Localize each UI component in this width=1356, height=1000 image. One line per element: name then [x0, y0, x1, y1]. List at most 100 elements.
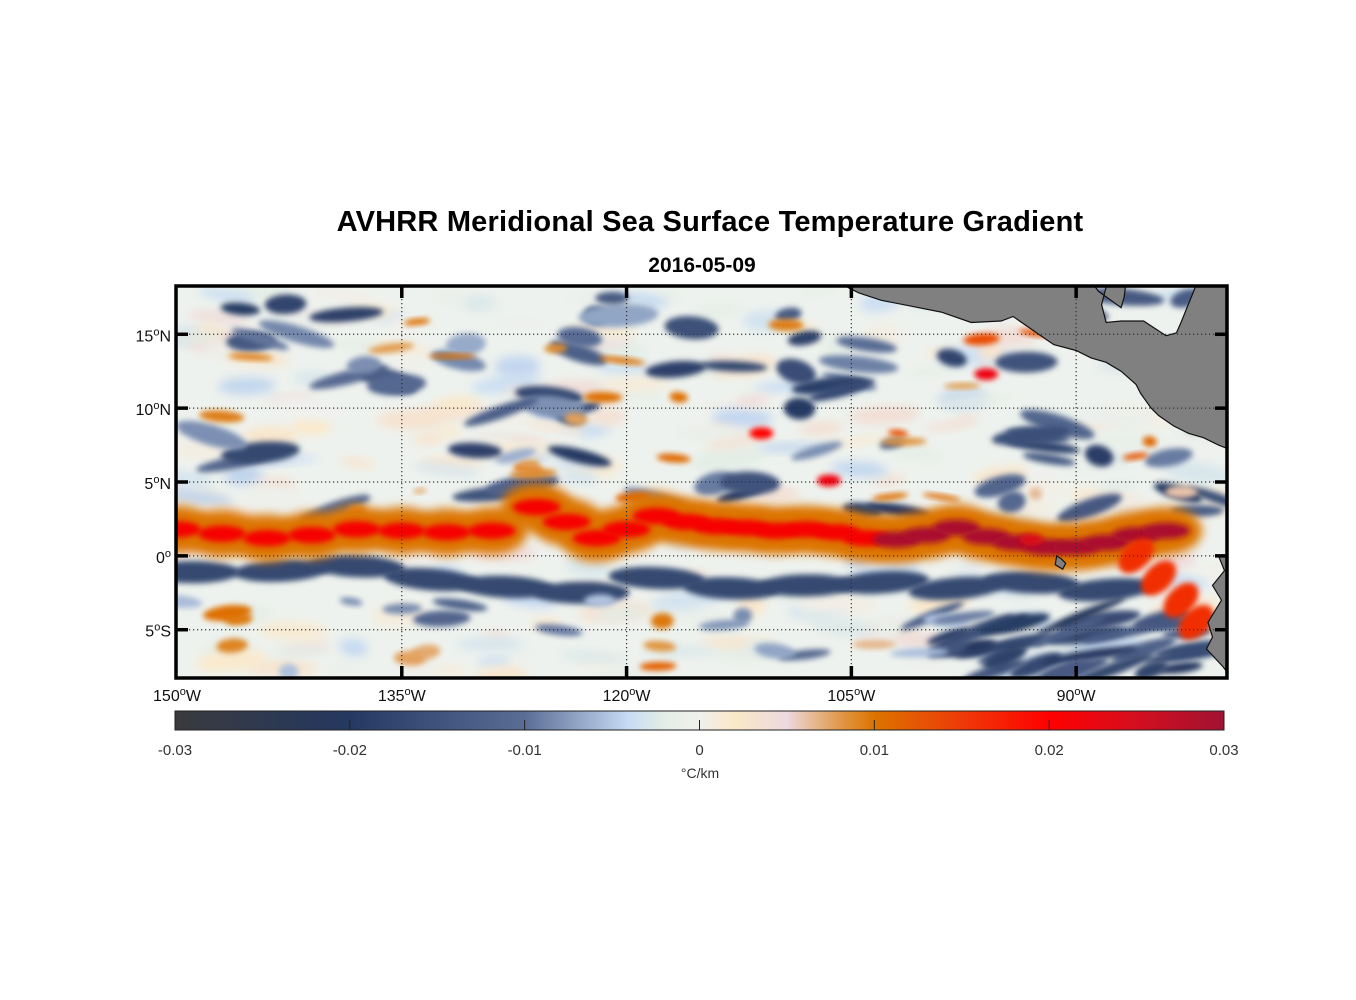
field-blob	[1063, 653, 1154, 677]
field-blob	[701, 637, 751, 648]
colorbar-tick-label: -0.02	[333, 742, 367, 759]
field-blob	[377, 522, 426, 539]
longitude-labels: 150oW 135oW 120oW 105oW 90oW	[153, 686, 1097, 705]
field-blob	[1010, 482, 1068, 494]
figure-subtitle: 2016-05-09	[648, 254, 756, 277]
lat-label: 5oN	[144, 474, 171, 493]
field-blob	[218, 377, 276, 395]
field-blob	[734, 394, 770, 407]
field-blob	[391, 361, 427, 372]
field-blob	[564, 412, 588, 426]
field-blob	[559, 471, 599, 484]
field-blob	[816, 474, 841, 487]
field-blob	[177, 470, 215, 488]
field-blob	[411, 432, 447, 446]
field-blob	[1186, 486, 1226, 511]
lon-label: 135oW	[378, 686, 427, 705]
field-blob	[978, 340, 1005, 361]
colorbar-tick-label: -0.01	[508, 742, 542, 759]
field-blob	[177, 594, 203, 608]
field-blob	[995, 351, 1058, 373]
field-blob	[1029, 487, 1043, 501]
field-blob	[595, 291, 629, 305]
field-blob	[733, 607, 753, 624]
field-blob	[673, 427, 746, 440]
field-blob	[433, 396, 480, 412]
field-blob	[521, 395, 586, 420]
sst-gradient-field	[177, 287, 1226, 677]
field-blob	[608, 566, 705, 590]
field-blob	[693, 302, 742, 318]
field-blob	[228, 353, 274, 361]
field-blob	[523, 420, 587, 433]
field-blob	[801, 591, 879, 615]
field-blob	[872, 474, 907, 487]
field-blob	[1058, 578, 1154, 602]
field-blob	[339, 457, 375, 469]
field-blob	[669, 391, 688, 403]
graticule	[177, 287, 1226, 677]
field-blob	[177, 331, 221, 344]
field-blob	[560, 292, 604, 302]
field-blob	[309, 287, 376, 304]
field-blob	[650, 612, 674, 629]
field-blob	[432, 665, 467, 677]
field-blob	[1118, 538, 1154, 574]
field-blob	[458, 575, 555, 599]
field-blob	[403, 318, 431, 326]
field-blob	[287, 527, 336, 544]
lat-label: 10oN	[136, 400, 171, 419]
colorbar-tick-label: 0.02	[1035, 742, 1064, 759]
field-blob	[889, 648, 949, 658]
field-blob	[833, 570, 930, 594]
field-blob	[698, 619, 749, 631]
field-blob	[432, 598, 488, 612]
field-blob	[825, 434, 898, 447]
colorbar-tick-label: 0	[695, 742, 703, 759]
land-mask	[845, 287, 1226, 677]
field-blob	[954, 415, 980, 426]
field-blob	[938, 564, 1002, 576]
field-blob	[264, 294, 307, 315]
field-blob	[643, 640, 677, 652]
field-blob	[888, 429, 909, 438]
field-blob	[943, 383, 981, 389]
field-blob	[413, 610, 471, 627]
colorbar-tick-labels: -0.03 -0.02 -0.01 0 0.01 0.02 0.03	[158, 742, 1239, 759]
field-blob	[983, 571, 1080, 594]
colorbar: -0.03 -0.02 -0.01 0 0.01 0.02 0.03 °C/km	[158, 710, 1239, 781]
lat-label: 5oS	[145, 622, 171, 641]
field-blob	[583, 391, 623, 403]
field-blob	[871, 492, 909, 501]
field-blob	[542, 513, 591, 531]
land-galapagos	[1054, 554, 1067, 571]
field-blob	[601, 376, 671, 392]
field-blob	[758, 574, 855, 597]
field-blob	[778, 649, 831, 661]
field-blob	[242, 530, 291, 547]
lon-label: 105oW	[827, 686, 876, 705]
field-blob	[799, 421, 844, 436]
field-blob	[231, 328, 289, 350]
field-blob	[177, 561, 240, 584]
field-blob	[412, 488, 427, 494]
field-blob	[891, 447, 945, 462]
field-blob	[922, 493, 961, 501]
field-blob	[908, 576, 1005, 601]
field-blob	[852, 640, 897, 649]
field-blob	[935, 395, 1013, 407]
field-blob	[223, 466, 263, 485]
field-blob	[548, 445, 612, 467]
field-blob	[484, 315, 556, 330]
field-blob	[393, 651, 426, 666]
field-blob	[936, 348, 967, 367]
field-blob	[1079, 406, 1154, 428]
field-blob	[1164, 485, 1198, 499]
field-blob	[464, 397, 539, 427]
field-blob	[512, 498, 561, 516]
field-blob	[997, 491, 1026, 513]
axis-ticks	[176, 286, 1227, 678]
field-blob	[926, 627, 969, 645]
field-blob	[754, 642, 795, 659]
field-blob	[257, 621, 328, 641]
